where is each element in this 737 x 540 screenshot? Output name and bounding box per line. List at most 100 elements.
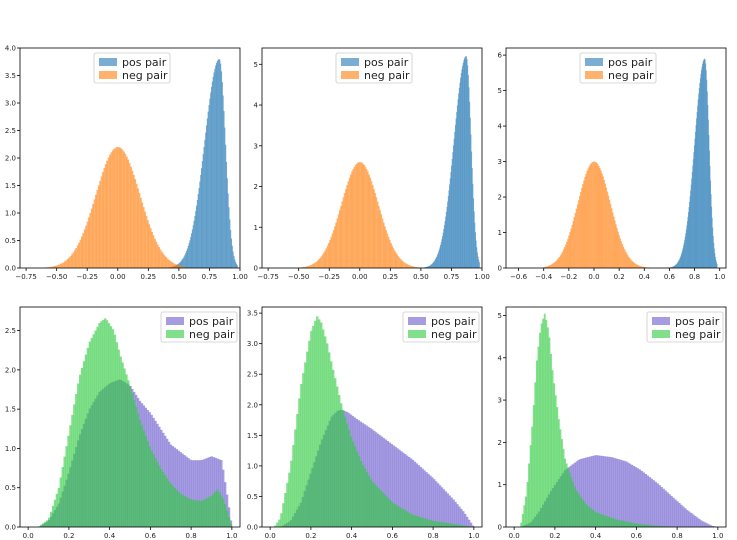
histogram-bar [146, 441, 149, 527]
histogram-bar [636, 523, 639, 527]
histogram-bar [593, 455, 596, 527]
histogram-bar [352, 168, 354, 268]
y-tick-label: 1.0 [247, 462, 258, 470]
histogram-bar [705, 63, 707, 268]
histogram-bar [709, 525, 713, 527]
histogram-bar [381, 218, 384, 268]
y-tick-label: 0.0 [5, 265, 16, 273]
histogram-bar [427, 266, 429, 268]
histogram-bar [448, 495, 451, 527]
histogram-bar [700, 70, 702, 268]
histogram-bar [460, 77, 462, 268]
histogram-bar [689, 196, 691, 268]
histogram-bar [347, 181, 350, 268]
legend-swatch [408, 330, 426, 338]
histogram-bar [635, 264, 637, 268]
histogram-bar [682, 250, 683, 268]
legend-swatch [341, 71, 359, 79]
histogram-bar [540, 323, 543, 527]
y-tick-label: 1.5 [247, 432, 258, 440]
histogram-bar [103, 168, 106, 268]
histogram-bar [456, 111, 458, 268]
histogram-bar [132, 174, 135, 268]
histogram-bar [570, 477, 573, 527]
histogram-bar [562, 249, 565, 268]
histogram-bar [427, 266, 429, 268]
histogram-bar [390, 501, 393, 527]
histogram-bar [107, 157, 110, 268]
histogram-bar [77, 383, 80, 527]
y-tick-label: 2.0 [247, 401, 258, 409]
x-tick-label: 0.2 [614, 273, 625, 281]
y-tick-label: 4 [498, 123, 503, 131]
histogram-bar [160, 469, 163, 527]
histogram-bar [435, 481, 438, 527]
histogram-bar [455, 118, 457, 269]
y-tick-label: 0.0 [247, 524, 258, 532]
histogram-bar [416, 267, 418, 268]
x-tick-label: −0.2 [560, 273, 577, 281]
legend-swatch [99, 58, 117, 66]
histogram-bar [392, 502, 395, 527]
histogram-bar [432, 263, 434, 268]
histogram-bar [409, 513, 413, 527]
y-tick-label: 1.5 [5, 182, 16, 190]
histogram-bar [185, 456, 188, 527]
histogram-bar [213, 72, 215, 269]
histogram-bar [151, 231, 153, 268]
histogram-bar [701, 66, 703, 269]
histogram-bar [449, 178, 451, 268]
y-tick-label: 0 [498, 524, 502, 532]
chart-panel-top-middle: −0.75 −0.50 −0.25 0.00 0.25 0.50 0.75 1.00 0 1 2 3 4… [254, 47, 490, 281]
histogram-bar [215, 62, 218, 268]
histogram-bar [617, 519, 620, 527]
histogram-bar [52, 266, 55, 268]
histogram-bar [556, 407, 559, 527]
histogram-bar [82, 361, 86, 527]
histogram-bar [358, 456, 361, 527]
histogram-bar [581, 187, 583, 268]
histogram-bar [49, 511, 53, 527]
histogram-bar [429, 475, 432, 527]
histogram-bar [601, 173, 603, 268]
histogram-bar [626, 462, 630, 527]
histogram-bar [380, 490, 383, 527]
histogram-bar [326, 245, 329, 268]
histogram-bar [345, 189, 347, 268]
histogram-bar [90, 337, 93, 527]
histogram-bar [384, 226, 386, 268]
histogram-bar [193, 460, 196, 527]
histogram-bar [419, 517, 423, 527]
histogram-bar [167, 481, 171, 527]
x-tick-label: 0.6 [631, 532, 643, 540]
histogram-bar [110, 152, 113, 268]
histogram-bar [191, 229, 193, 268]
histogram-bar [586, 504, 589, 527]
histogram-bar [306, 351, 309, 527]
histogram-bar [310, 330, 313, 527]
histogram-bar [54, 265, 56, 268]
histogram-bar [685, 229, 687, 268]
histogram-bar [64, 261, 66, 268]
histogram-bar [658, 525, 661, 527]
histogram-bar [398, 257, 401, 268]
legend-label: neg pair [675, 328, 721, 341]
histogram-bar [159, 249, 162, 268]
histogram-bar [448, 190, 450, 268]
series-neg-pair [543, 161, 651, 268]
histogram-bar [564, 458, 567, 527]
histogram-bar [220, 460, 223, 527]
histogram-bar [696, 111, 698, 268]
histogram-bar [204, 458, 207, 527]
histogram-bar [162, 472, 165, 527]
histogram-bar [134, 179, 137, 268]
histogram-bar [397, 256, 400, 268]
histogram-bar [169, 483, 173, 527]
y-tick-label: 5 [498, 87, 502, 95]
histogram-bar [466, 516, 469, 527]
histogram-bar [99, 180, 101, 268]
histogram-bar [384, 494, 387, 527]
histogram-bar [662, 526, 665, 527]
histogram-bar [303, 266, 306, 268]
